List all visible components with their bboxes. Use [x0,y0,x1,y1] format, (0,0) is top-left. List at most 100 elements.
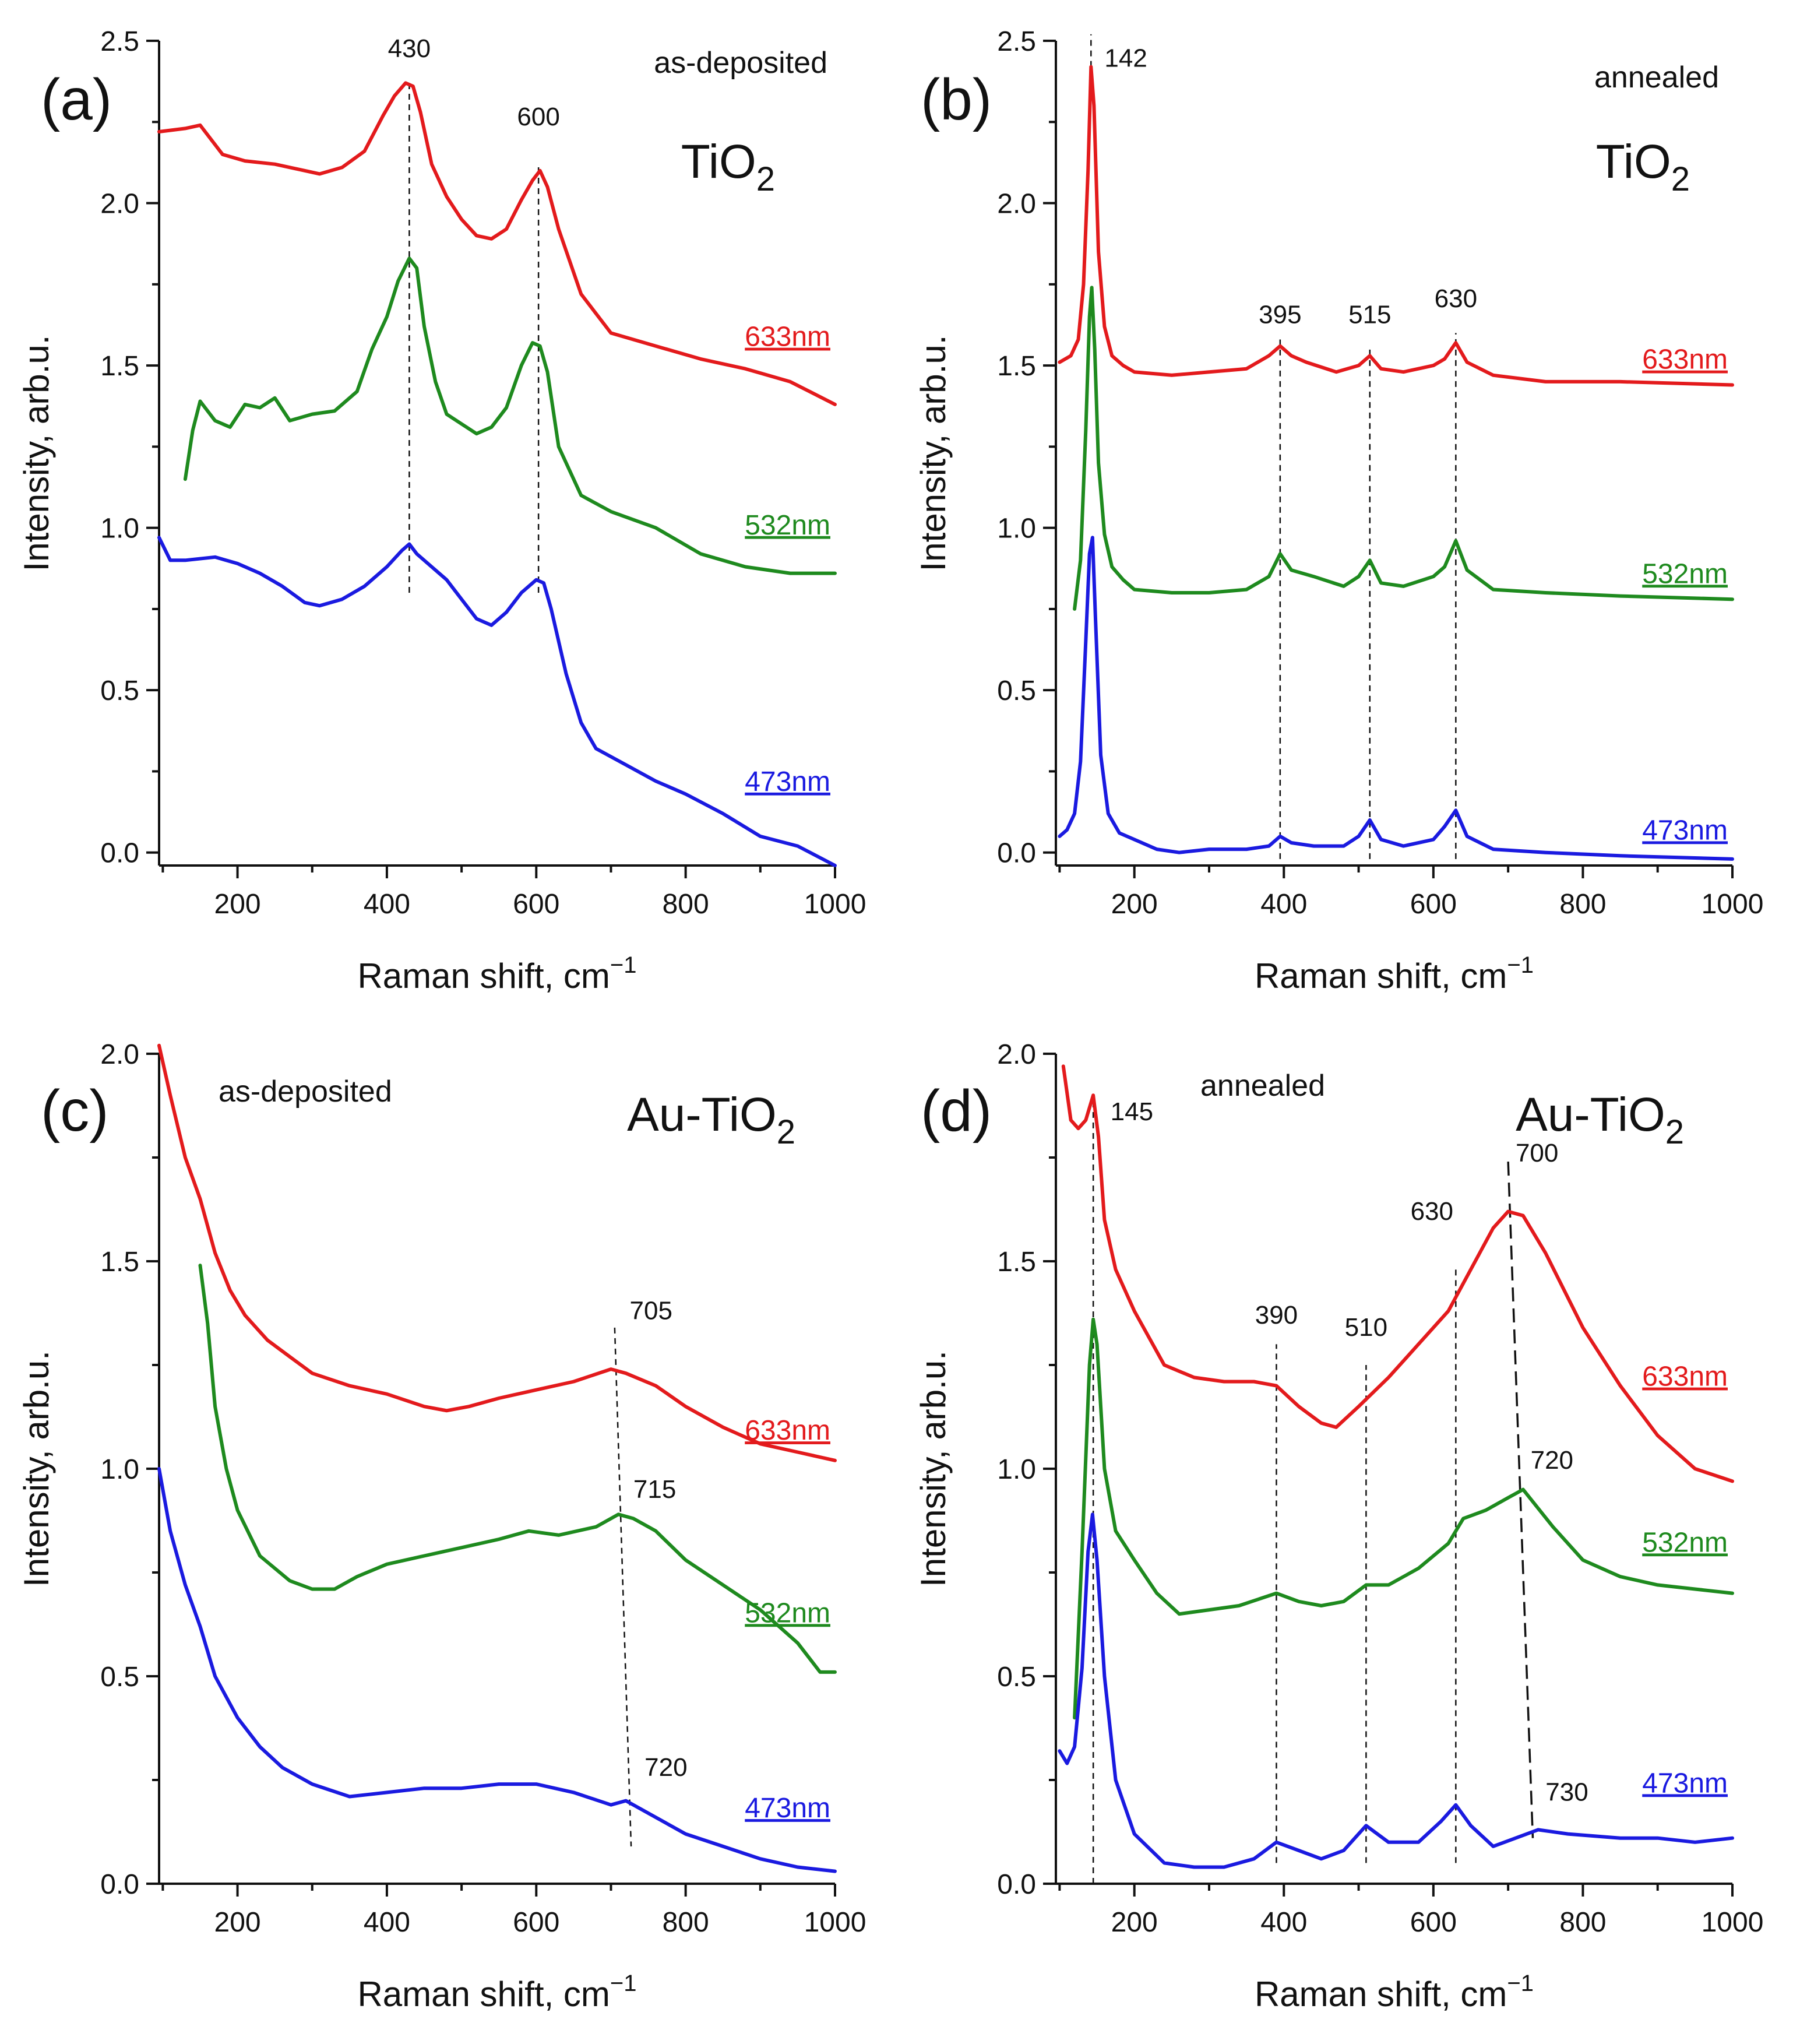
peak-label: 142 [1104,44,1147,73]
condition-label: annealed [1200,1069,1325,1103]
series-label-532nm: 532nm [745,1598,830,1628]
y-tick-label: 0.5 [100,1662,139,1693]
y-tick-label: 0.5 [997,1662,1036,1693]
x-axis-title-superscript: −1 [610,1971,637,1996]
panel-d: 200 400 600 800 1000 0.0 0.5 1.0 1.5 2.0 Raman shi… [914,1039,1763,2014]
y-tick-label: 2.0 [100,1039,139,1070]
series-label-473nm: 473nm [1642,815,1728,846]
panel-label: (d) [921,1078,992,1144]
y-tick-label: 2.5 [100,26,139,57]
series-label-473nm: 473nm [1642,1768,1728,1799]
series-line-532nm [1073,1317,1734,1720]
material-subscript: 2 [756,160,775,198]
series-line-473nm [1058,1512,1734,1869]
peak-label: 730 [1545,1778,1588,1807]
x-axis-title-superscript: −1 [1507,952,1534,978]
y-axis-title: Intensity, arb.u. [914,1350,953,1587]
peak-label: 705 [630,1297,672,1325]
peak-label: 430 [388,34,431,63]
peak-shift-guide [614,1327,632,1846]
x-tick-label: 1000 [804,1907,866,1938]
series-line-473nm [157,536,837,867]
y-tick-label: 1.0 [100,513,139,544]
y-axis-title: Intensity, arb.u. [914,335,953,572]
material-label: Au-TiO2 [1516,1088,1684,1151]
panel-label: (c) [41,1078,109,1144]
y-axis-title: Intensity, arb.u. [17,335,56,572]
peak-label: 630 [1411,1197,1453,1226]
condition-label: annealed [1594,61,1719,94]
x-axis-title: Raman shift, cm−1 [1255,952,1534,995]
series-line-633nm [157,1043,837,1462]
y-tick-label: 1.0 [100,1454,139,1485]
condition-label: as-deposited [654,46,827,80]
y-tick-label: 0.5 [100,676,139,706]
x-tick-label: 800 [1559,889,1606,920]
series-line-532nm [198,1264,837,1674]
material-subscript: 2 [1671,160,1690,198]
x-tick-label: 1000 [1702,889,1764,920]
x-axis-title: Raman shift, cm−1 [1255,1971,1534,2014]
series-label-633nm: 633nm [745,322,830,353]
panel-c: 200 400 600 800 1000 0.0 0.5 1.0 1.5 2.0 Raman shi… [17,1039,866,2014]
x-tick-label: 600 [513,889,559,920]
panel-b: 200 400 600 800 1000 0.0 0.5 1.0 1.5 2.0 2.5 Raman … [914,26,1763,995]
panel-label: (a) [41,67,112,132]
peak-label: 395 [1259,301,1301,329]
series-label-532nm: 532nm [745,510,830,541]
peak-label: 630 [1435,284,1477,313]
peak-label: 145 [1111,1097,1153,1126]
x-tick-label: 400 [364,889,410,920]
series-label-532nm: 532nm [1642,1527,1728,1558]
y-tick-label: 1.0 [997,1454,1036,1485]
series-line-473nm [1058,536,1734,861]
x-axis-title-superscript: −1 [610,952,637,978]
x-tick-label: 1000 [1702,1907,1764,1938]
series-label-473nm: 473nm [745,766,830,797]
x-tick-label: 400 [1260,1907,1307,1938]
peak-label: 510 [1345,1313,1387,1342]
y-tick-label: 2.0 [100,189,139,220]
peak-label: 700 [1516,1139,1558,1167]
y-tick-label: 2.0 [997,1039,1036,1070]
series-label-633nm: 633nm [1642,1362,1728,1392]
peak-label: 390 [1255,1301,1298,1329]
y-axis-title: Intensity, arb.u. [17,1350,56,1587]
peak-label: 715 [633,1475,676,1504]
x-tick-label: 200 [1111,889,1158,920]
peak-label: 515 [1348,301,1391,329]
series-label-532nm: 532nm [1642,558,1728,589]
x-axis-title-superscript: −1 [1507,1971,1534,1996]
y-tick-label: 1.5 [100,1247,139,1278]
y-tick-label: 1.5 [100,351,139,382]
y-tick-label: 0.0 [100,1869,139,1900]
series-label-633nm: 633nm [1642,344,1728,375]
y-tick-label: 0.0 [100,838,139,869]
y-tick-label: 2.0 [997,189,1036,220]
x-tick-label: 400 [1260,889,1307,920]
y-tick-label: 0.0 [997,838,1036,869]
x-tick-label: 200 [1111,1907,1158,1938]
material-subscript: 2 [777,1113,795,1151]
panel-label: (b) [921,67,992,132]
x-tick-label: 600 [1410,1907,1457,1938]
peak-label: 720 [1531,1446,1573,1475]
peak-label: 720 [644,1753,687,1782]
y-tick-label: 2.5 [997,26,1036,57]
x-tick-label: 600 [1410,889,1457,920]
series-line-532nm [183,256,837,575]
x-axis-title: Raman shift, cm−1 [357,952,636,995]
peak-label: 600 [517,103,559,131]
y-tick-label: 1.0 [997,513,1036,544]
y-tick-label: 0.0 [997,1869,1036,1900]
material-label: TiO2 [1596,135,1690,198]
material-label: Au-TiO2 [627,1088,795,1151]
x-tick-label: 200 [214,889,261,920]
peak-shift-guide [1507,1162,1534,1838]
series-line-633nm [1058,65,1734,387]
x-tick-label: 200 [214,1907,261,1938]
x-tick-label: 800 [1559,1907,1606,1938]
material-label: TiO2 [681,135,775,198]
x-axis-title: Raman shift, cm−1 [357,1971,636,2014]
